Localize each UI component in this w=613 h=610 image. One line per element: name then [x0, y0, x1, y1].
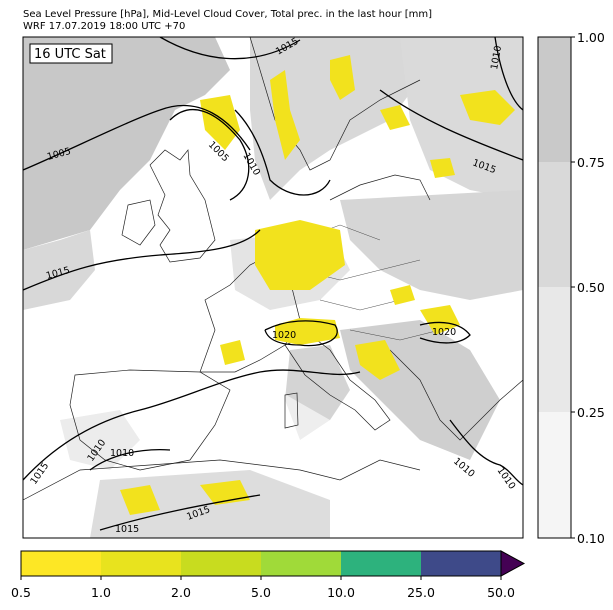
cloud-bar-segment [538, 162, 571, 287]
map-panel: 1015 1010 1005 1005 1010 1015 1015 1020 … [23, 37, 523, 538]
isobar-1010-ne [494, 37, 523, 111]
time-box [29, 43, 113, 64]
isobar-1010-se [449, 419, 523, 486]
isobar-1020-alps [264, 320, 338, 347]
precip-bar-segment [341, 551, 421, 576]
precip-finland [330, 55, 355, 100]
isobar-label: 1010 [110, 448, 134, 459]
cloud-bar-segment [538, 412, 571, 538]
coast-balkans [389, 349, 523, 441]
cloud-tick-label: 0.10 [577, 531, 605, 546]
precip-colorbar: 0.5 1.0 2.0 5.0 10.0 25.0 50.0 [11, 550, 526, 600]
cloud-area-northeast [400, 37, 523, 200]
cloud-tick-label: 0.50 [577, 280, 605, 295]
isobar-1020-east [419, 321, 471, 344]
precip-bar-segment [181, 551, 261, 576]
isobar-1015-west [23, 229, 261, 291]
precip-africa-1 [120, 485, 160, 515]
isobar-1005-west [23, 104, 251, 171]
isobar-1005-uk [169, 109, 250, 201]
isobar-label: 1020 [272, 330, 296, 341]
cloud-colorbar: 1.00 0.75 0.50 0.25 0.10 [537, 30, 605, 546]
coast-ireland [121, 199, 156, 246]
precip-north-britain [200, 95, 240, 150]
map-frame [22, 36, 524, 539]
isobar-1015-east [379, 89, 523, 161]
time-label: 16 UTC Sat [34, 47, 106, 62]
map-title: Sea Level Pressure [hPa], Mid-Level Clou… [23, 9, 432, 33]
isobar-1015-north [159, 37, 301, 60]
cloud-area-scandinavia [250, 37, 420, 200]
precip-scandinavia [270, 70, 300, 160]
coast-iberia [69, 369, 231, 471]
isobar-1015-med [23, 369, 361, 481]
precip-tick-label: 1.0 [91, 585, 111, 600]
mediterranean-sea [150, 380, 350, 470]
precip-tick-label: 50.0 [487, 585, 515, 600]
precip-balkans [355, 340, 400, 380]
cloud-area-atlantic [23, 37, 230, 250]
cloud-area-north-atlantic-west [23, 230, 95, 310]
precip-tick-label: 10.0 [327, 585, 355, 600]
precipitation-layer [120, 55, 515, 515]
title-line-2: WRF 17.07.2019 18:00 UTC +70 [23, 21, 186, 32]
precip-tick-label: 25.0 [407, 585, 435, 600]
precip-bar-segment [421, 551, 501, 576]
cloud-tick-label: 0.75 [577, 155, 605, 170]
precip-alps [275, 318, 340, 345]
precip-east-1 [380, 105, 410, 130]
title-line-1: Sea Level Pressure [hPa], Mid-Level Clou… [23, 9, 433, 20]
isobar-1015-africa [99, 494, 261, 531]
precip-tick-label: 0.5 [11, 585, 31, 600]
cloud-tick-label: 1.00 [577, 30, 605, 45]
coast-sardinia [284, 392, 299, 429]
precip-east-2 [460, 90, 515, 125]
coast-scandinavia [249, 37, 421, 171]
isobar-1010-iberia [89, 449, 171, 471]
precip-east-3 [420, 305, 460, 335]
precip-bar-segment [261, 551, 341, 576]
cloud-bar-segment [538, 37, 571, 162]
isobar-label: 1020 [432, 327, 456, 338]
coast-baltic [329, 174, 431, 201]
cloud-bar-segment [538, 287, 571, 412]
precip-bar-segment [21, 551, 101, 576]
cloud-tick-label: 0.25 [577, 405, 605, 420]
coast-italy [284, 334, 391, 431]
precip-tick-label: 5.0 [251, 585, 271, 600]
coast-britain [149, 149, 216, 263]
precip-baltic-small [390, 285, 415, 305]
isobar-1010-scand [234, 109, 331, 196]
isobar-labels: 1015 1010 1005 1005 1010 1015 1015 1020 … [28, 37, 517, 535]
precip-germany [255, 220, 345, 290]
precip-ne-small [430, 158, 455, 178]
isobar-label: 1010 [489, 45, 504, 71]
isobar-layer [23, 37, 523, 531]
precip-france [220, 340, 245, 365]
isobar-label: 1015 [115, 524, 139, 535]
precip-bar-segment [101, 551, 181, 576]
precip-bar-extend-arrow [500, 550, 526, 577]
precip-tick-label: 2.0 [171, 585, 191, 600]
cloud-area-east-europe [340, 190, 523, 300]
